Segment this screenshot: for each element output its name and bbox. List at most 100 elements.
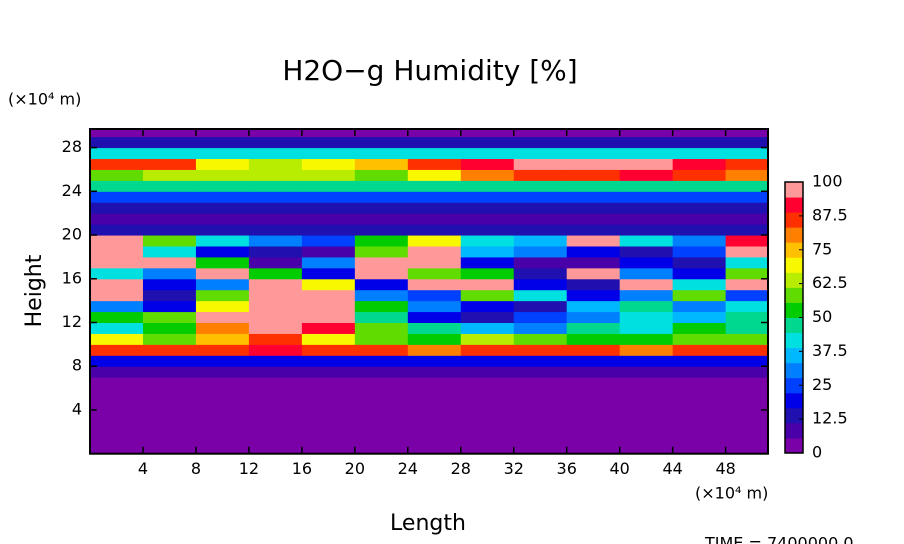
heat-cell — [566, 322, 621, 334]
heat-cell — [513, 202, 568, 214]
heat-cell — [566, 289, 621, 302]
heat-cell — [90, 213, 144, 225]
heat-cell — [619, 191, 674, 203]
heat-cell — [407, 245, 462, 258]
heat-cell — [407, 377, 462, 389]
heat-cell — [248, 256, 303, 269]
heat-cell — [142, 147, 197, 160]
heat-cell — [142, 129, 197, 138]
heat-cell — [248, 377, 303, 389]
heat-cell — [142, 289, 197, 302]
heat-cell — [195, 388, 250, 400]
heat-cell — [195, 235, 250, 247]
heat-cell — [407, 267, 462, 280]
heat-cell — [301, 129, 356, 138]
heat-cell — [195, 267, 250, 280]
x-tick-label: 32 — [504, 459, 524, 478]
heat-cell — [407, 409, 462, 422]
heat-cell — [142, 136, 197, 149]
plot-frame — [89, 128, 769, 455]
heat-cell — [301, 136, 356, 149]
heat-cell — [354, 267, 409, 280]
heat-cell — [195, 202, 250, 214]
colorbar-band — [785, 212, 803, 228]
heat-cell — [513, 213, 568, 225]
heat-cell — [513, 278, 568, 291]
heat-cell — [354, 169, 409, 181]
heat-cell — [354, 213, 409, 225]
heat-cell — [672, 377, 727, 389]
heat-cell — [354, 388, 409, 400]
heat-cell — [725, 136, 769, 149]
heat-cell — [195, 224, 250, 236]
heat-cell — [513, 333, 568, 345]
heat-cell — [566, 256, 621, 269]
heat-cell — [725, 420, 769, 433]
heat-cell — [195, 344, 250, 356]
colorbar-band — [785, 227, 803, 243]
heat-cell — [142, 442, 197, 455]
heat-cell — [619, 442, 674, 455]
heat-cell — [248, 136, 303, 149]
heat-cell — [672, 278, 727, 291]
heat-cell — [725, 129, 769, 138]
heat-cell — [566, 235, 621, 247]
heat-cell — [248, 300, 303, 313]
y-tick-label: 20 — [62, 225, 82, 244]
heat-cell — [301, 278, 356, 291]
heat-cell — [513, 235, 568, 247]
heat-cell — [513, 289, 568, 302]
heat-cell — [354, 300, 409, 313]
x-tick-label: 16 — [292, 459, 312, 478]
colorbar-band — [785, 182, 803, 198]
heat-cell — [90, 377, 144, 389]
heat-cell — [195, 399, 250, 411]
heat-cell — [672, 136, 727, 149]
heat-cell — [566, 300, 621, 313]
heat-cell — [513, 158, 568, 170]
heat-cell — [619, 300, 674, 313]
x-tick-label: 4 — [138, 459, 148, 478]
heat-cell — [354, 420, 409, 433]
heat-cell — [195, 129, 250, 138]
heat-cell — [248, 442, 303, 455]
x-tick-label: 20 — [345, 459, 365, 478]
heat-cell — [301, 191, 356, 203]
heat-cell — [460, 256, 515, 269]
heat-cell — [90, 191, 144, 203]
heat-cell — [619, 355, 674, 367]
heat-cell — [672, 420, 727, 433]
heat-cell — [460, 235, 515, 247]
heat-cell — [672, 202, 727, 214]
heat-cell — [566, 344, 621, 356]
heat-cell — [142, 169, 197, 181]
colorbar-band — [785, 377, 803, 394]
heat-cell — [566, 442, 621, 455]
heat-cell — [301, 322, 356, 334]
heat-cell — [513, 311, 568, 324]
colorbar-band — [785, 242, 803, 258]
heat-cell — [407, 442, 462, 455]
heat-cell — [248, 366, 303, 378]
heat-cell — [566, 136, 621, 149]
heat-cell — [513, 245, 568, 258]
heat-cell — [142, 344, 197, 356]
heat-cell — [725, 158, 769, 170]
heat-cell — [142, 180, 197, 192]
heat-cell — [301, 311, 356, 324]
heat-cell — [725, 409, 769, 422]
heat-cell — [566, 420, 621, 433]
heat-cell — [142, 202, 197, 214]
heat-cell — [725, 311, 769, 324]
heat-cell — [460, 355, 515, 367]
heat-cell — [566, 147, 621, 160]
heat-cell — [566, 169, 621, 181]
heat-cell — [460, 169, 515, 181]
heat-cell — [460, 267, 515, 280]
heat-cell — [354, 344, 409, 356]
heat-cell — [195, 245, 250, 258]
heat-cell — [460, 442, 515, 455]
heat-cell — [725, 442, 769, 455]
heat-cell — [142, 377, 197, 389]
heat-cell — [90, 158, 144, 170]
